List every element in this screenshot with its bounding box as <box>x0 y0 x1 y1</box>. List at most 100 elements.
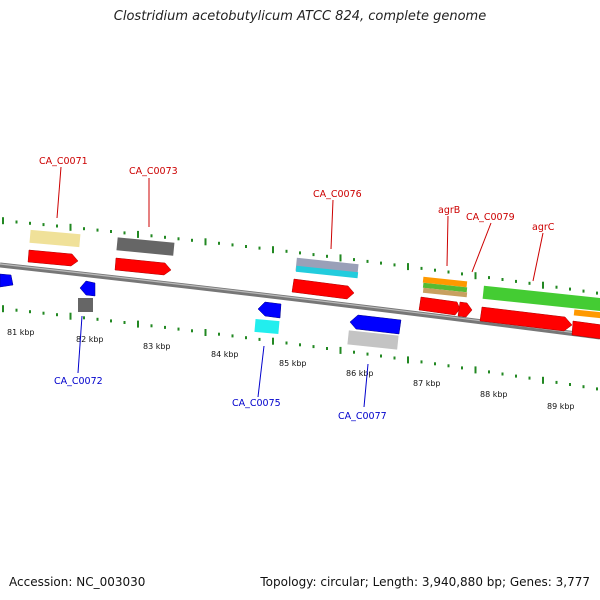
cds-arrow-CA_C0076[interactable] <box>291 278 355 300</box>
gene-label-CA_C0076[interactable]: CA_C0076 <box>313 189 362 200</box>
minor-tick <box>177 237 180 241</box>
genome-backbone <box>0 262 600 340</box>
major-tick <box>272 337 274 345</box>
gene-label-CA_C0077[interactable]: CA_C0077 <box>338 411 387 422</box>
feature-box-cyan-lower <box>254 318 280 335</box>
major-tick <box>407 356 409 364</box>
feature-box-cyan <box>295 265 359 279</box>
minor-tick <box>528 281 531 285</box>
gene-label-CA_C0075[interactable]: CA_C0075 <box>232 398 281 409</box>
major-tick <box>204 329 207 336</box>
minor-tick <box>218 241 220 245</box>
cds-arrow-agrB-upstream[interactable] <box>418 296 461 316</box>
minor-tick <box>123 231 126 235</box>
cds-arrow-left-edge[interactable] <box>0 273 14 288</box>
reverse-gene-labels: CA_C0072 CA_C0075 CA_C0077 <box>54 315 387 422</box>
cds-arrow-CA_C0077[interactable] <box>349 314 402 335</box>
scale-label: 81 kbp <box>7 328 35 337</box>
accession-text: Accession: NC_003030 <box>9 575 146 589</box>
minor-tick <box>366 259 369 263</box>
cds-arrow-CA_C0079[interactable] <box>479 306 573 332</box>
major-tick <box>69 223 72 231</box>
minor-tick <box>393 356 396 360</box>
genome-stats-text: Topology: circular; Length: 3,940,880 bp… <box>260 575 590 589</box>
minor-tick <box>434 268 436 272</box>
feature-box-gray-small <box>78 298 93 312</box>
minor-tick <box>488 276 490 280</box>
major-tick <box>474 272 477 280</box>
minor-tick <box>29 221 31 225</box>
minor-tick <box>569 383 571 386</box>
scale-label: 86 kbp <box>346 369 374 378</box>
cds-arrow-agrB[interactable] <box>457 301 473 318</box>
minor-tick <box>83 227 85 231</box>
cds-arrow-CA_C0072[interactable] <box>79 280 96 297</box>
scale-label: 82 kbp <box>76 335 104 344</box>
minor-tick <box>56 224 58 228</box>
minor-tick <box>434 362 436 366</box>
minor-tick <box>447 270 450 274</box>
minor-tick <box>29 310 31 314</box>
gene-label-agrB[interactable]: agrB <box>438 205 460 216</box>
minor-tick <box>501 372 504 376</box>
minor-tick <box>420 266 423 270</box>
minor-tick <box>83 316 85 320</box>
minor-tick <box>582 289 585 293</box>
feature-box-light-gray <box>347 330 399 350</box>
cds-arrow-CA_C0073[interactable] <box>114 257 172 276</box>
minor-tick <box>582 385 585 389</box>
minor-tick <box>312 253 315 257</box>
major-tick <box>542 281 544 289</box>
gene-label-CA_C0073[interactable]: CA_C0073 <box>129 166 178 177</box>
minor-tick <box>56 313 58 317</box>
minor-tick <box>447 364 450 368</box>
minor-tick <box>258 337 261 341</box>
cds-arrow-agrC[interactable] <box>571 320 600 340</box>
major-tick <box>2 217 4 225</box>
minor-tick <box>461 366 463 370</box>
minor-tick <box>353 258 355 262</box>
minor-tick <box>596 387 598 391</box>
gene-label-CA_C0071[interactable]: CA_C0071 <box>39 156 88 167</box>
minor-tick <box>258 246 261 250</box>
minor-tick <box>164 235 166 239</box>
feature-box-orange <box>422 276 468 288</box>
upper-tick-row <box>2 217 598 295</box>
lower-tick-row <box>2 305 598 391</box>
minor-tick <box>569 287 571 291</box>
minor-tick <box>488 370 490 374</box>
scale-label: 84 kbp <box>211 350 239 359</box>
minor-tick <box>366 352 369 356</box>
feature-box-orange-right <box>573 309 600 319</box>
minor-tick <box>515 279 517 283</box>
major-tick <box>339 254 342 262</box>
minor-tick <box>515 374 517 378</box>
gene-label-CA_C0079[interactable]: CA_C0079 <box>466 212 515 223</box>
minor-tick <box>461 272 463 276</box>
scale-label: 83 kbp <box>143 342 171 351</box>
gene-label-agrC[interactable]: agrC <box>532 222 555 233</box>
gene-label-CA_C0072[interactable]: CA_C0072 <box>54 376 103 387</box>
minor-tick <box>231 334 234 338</box>
minor-tick <box>326 254 328 258</box>
minor-tick <box>96 228 99 232</box>
scale-label: 88 kbp <box>480 390 508 399</box>
forward-gene-labels: CA_C0071 CA_C0073 CA_C0076 agrB CA_C0079… <box>39 156 555 282</box>
scale-label: 87 kbp <box>413 379 441 388</box>
minor-tick <box>245 245 247 248</box>
scale-label: 85 kbp <box>279 359 307 368</box>
minor-tick <box>42 311 45 315</box>
minor-tick <box>555 285 558 289</box>
minor-tick <box>299 251 301 255</box>
major-tick <box>407 263 409 271</box>
minor-tick <box>312 345 315 349</box>
major-tick <box>69 312 72 320</box>
cds-arrow-CA_C0075[interactable] <box>257 301 282 319</box>
minor-tick <box>110 319 112 323</box>
minor-tick <box>245 336 247 340</box>
major-tick <box>137 320 139 328</box>
cds-arrow-CA_C0071[interactable] <box>27 249 79 267</box>
minor-tick <box>164 325 166 329</box>
map-title: Clostridium acetobutylicum ATCC 824, com… <box>113 9 487 24</box>
